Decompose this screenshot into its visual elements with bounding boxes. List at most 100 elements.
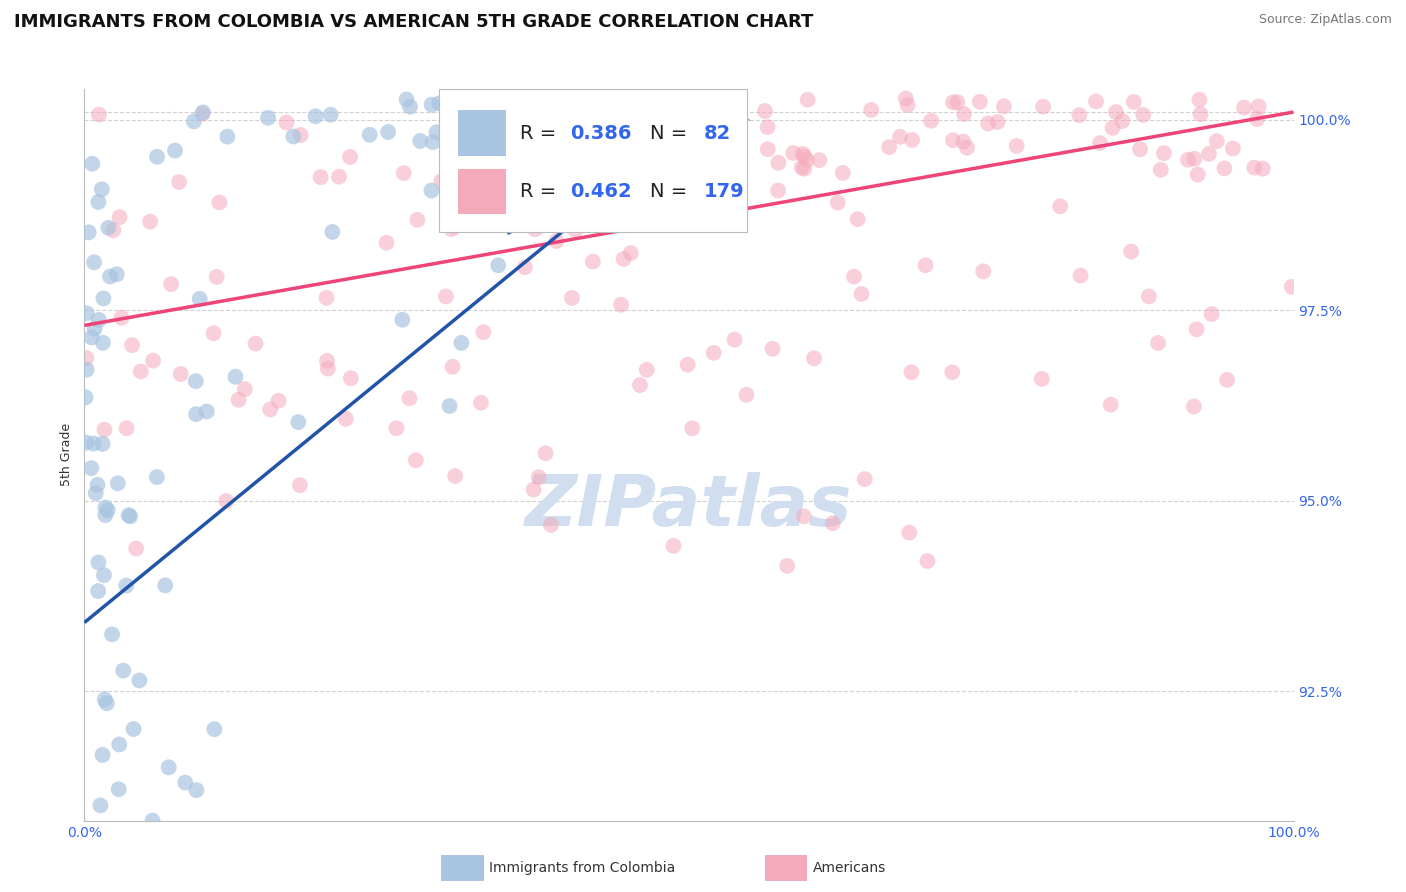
- Point: [125, 541, 148, 556]
- Text: IMMIGRANTS FROM COLOMBIA VS AMERICAN 5TH GRADE CORRELATION CHART: IMMIGRANTS FROM COLOMBIA VS AMERICAN 5TH…: [14, 13, 814, 31]
- Point: [564, 223, 586, 237]
- Point: [465, 116, 488, 130]
- Y-axis label: 5th Grade: 5th Grade: [60, 424, 73, 486]
- Point: [430, 174, 453, 188]
- Point: [191, 105, 214, 120]
- Point: [202, 722, 225, 736]
- Point: [524, 222, 547, 236]
- Point: [723, 333, 745, 347]
- Point: [76, 306, 98, 320]
- Point: [121, 338, 143, 352]
- Point: [827, 195, 849, 210]
- Point: [946, 95, 969, 110]
- Point: [86, 478, 108, 492]
- Point: [406, 212, 429, 227]
- Point: [662, 539, 685, 553]
- Point: [1213, 161, 1236, 176]
- Point: [316, 361, 339, 376]
- Point: [287, 415, 309, 429]
- Point: [956, 141, 979, 155]
- Point: [678, 154, 700, 169]
- Text: R =: R =: [520, 124, 562, 143]
- Point: [75, 435, 97, 450]
- Point: [94, 508, 117, 523]
- Point: [392, 166, 415, 180]
- Point: [83, 321, 105, 335]
- Point: [186, 783, 208, 797]
- Point: [315, 291, 337, 305]
- Point: [842, 269, 865, 284]
- Point: [766, 184, 789, 198]
- Point: [897, 98, 920, 112]
- Point: [793, 509, 815, 524]
- Point: [900, 365, 922, 379]
- Point: [546, 234, 568, 248]
- Point: [1088, 136, 1111, 150]
- Point: [440, 222, 463, 236]
- Point: [634, 97, 657, 112]
- Point: [987, 115, 1010, 129]
- Point: [720, 90, 742, 104]
- Point: [877, 140, 900, 154]
- Point: [75, 351, 97, 365]
- Point: [82, 157, 104, 171]
- Point: [610, 298, 633, 312]
- Point: [894, 91, 917, 105]
- Point: [139, 214, 162, 228]
- Point: [1147, 335, 1170, 350]
- Point: [977, 116, 1000, 130]
- Point: [107, 782, 129, 797]
- Point: [831, 166, 853, 180]
- Point: [527, 470, 550, 484]
- Point: [441, 359, 464, 374]
- Point: [107, 476, 129, 491]
- Point: [80, 461, 103, 475]
- Point: [90, 182, 112, 196]
- Point: [1177, 153, 1199, 167]
- Point: [914, 258, 936, 272]
- Point: [621, 136, 644, 150]
- Point: [1085, 95, 1108, 109]
- Point: [1233, 101, 1256, 115]
- Point: [1246, 112, 1268, 126]
- Point: [290, 128, 312, 142]
- Point: [756, 120, 779, 134]
- Point: [917, 554, 939, 568]
- Point: [160, 277, 183, 292]
- Point: [443, 219, 465, 234]
- Point: [142, 353, 165, 368]
- Point: [101, 627, 124, 641]
- Point: [1099, 398, 1122, 412]
- Point: [761, 342, 783, 356]
- Point: [703, 346, 725, 360]
- Point: [561, 291, 583, 305]
- Point: [321, 225, 343, 239]
- Point: [195, 404, 218, 418]
- Text: Immigrants from Colombia: Immigrants from Colombia: [489, 861, 675, 875]
- Point: [613, 252, 636, 266]
- Point: [796, 153, 818, 167]
- Text: 0.462: 0.462: [571, 182, 633, 201]
- Text: ZIPatlas: ZIPatlas: [526, 472, 852, 541]
- Point: [385, 421, 408, 435]
- Point: [952, 135, 974, 149]
- Point: [105, 268, 128, 282]
- FancyBboxPatch shape: [458, 111, 506, 156]
- Point: [652, 110, 675, 124]
- Point: [808, 153, 831, 168]
- Text: Source: ZipAtlas.com: Source: ZipAtlas.com: [1258, 13, 1392, 27]
- Point: [1247, 99, 1270, 113]
- Point: [1122, 95, 1144, 109]
- Point: [93, 292, 115, 306]
- Point: [1005, 139, 1028, 153]
- Point: [288, 478, 311, 492]
- Point: [94, 500, 117, 515]
- Point: [97, 503, 120, 517]
- Point: [87, 107, 110, 121]
- Point: [513, 260, 536, 275]
- FancyBboxPatch shape: [458, 169, 506, 214]
- Point: [470, 396, 492, 410]
- Point: [422, 135, 444, 149]
- Point: [1150, 162, 1173, 177]
- Point: [735, 388, 758, 402]
